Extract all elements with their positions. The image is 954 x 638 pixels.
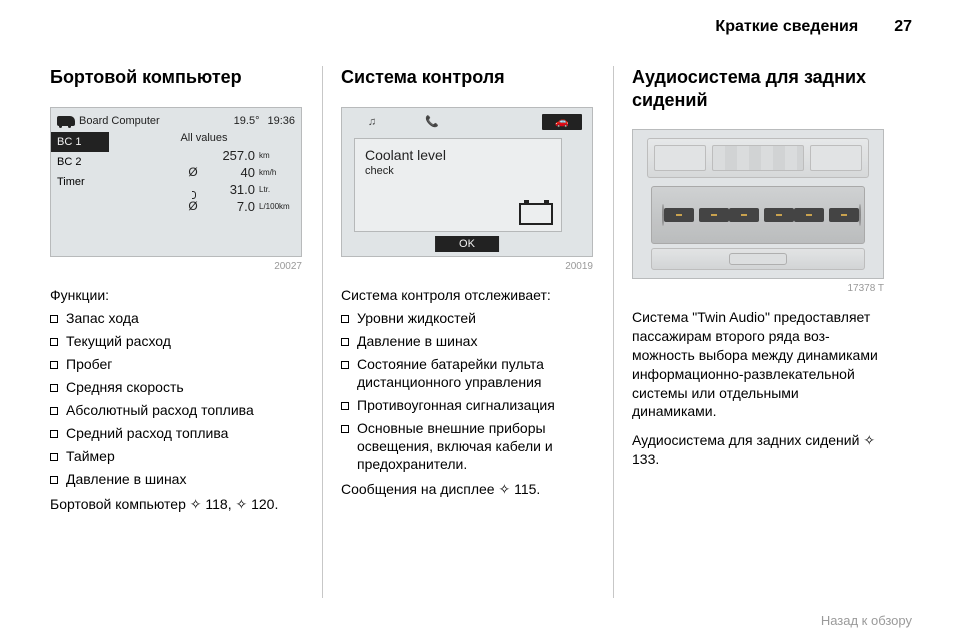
ill1-number: 20027 [50, 261, 302, 272]
ref-arrow-icon: ✧ [498, 481, 510, 497]
list-item: Запас хода [50, 310, 304, 328]
cc-ok-button: OK [435, 236, 499, 252]
bc-menu-bc2: BC 2 [51, 152, 109, 172]
cd-button-icon [764, 208, 794, 222]
col1-intro: Функции: [50, 286, 304, 305]
plus-button-icon [699, 208, 729, 222]
bc-side-menu: BC 1 BC 2 Timer [51, 132, 109, 192]
list-item: Средняя скорость [50, 379, 304, 397]
bc-r1-v: 257.0 [207, 148, 255, 163]
list-item: Текущий расход [50, 333, 304, 351]
back-to-overview-link[interactable]: Назад к обзору [821, 613, 912, 628]
list-item: Пробег [50, 356, 304, 374]
ref-arrow-icon: ✧ [235, 496, 247, 512]
header-title: Краткие сведения [715, 18, 858, 36]
col1-list: Запас хода Текущий расход Пробег Средняя… [50, 310, 304, 488]
col3-heading: Аудиосистема для задних сидений [632, 66, 886, 111]
list-item: Давление в шинах [50, 471, 304, 489]
ill3-number: 17378 T [632, 283, 884, 294]
col1-heading: Бортовой компьютер [50, 66, 304, 89]
audio-vent-row [647, 138, 869, 178]
bc-r2-u: km/h [255, 168, 295, 177]
phone-icon: 📞 [412, 114, 452, 130]
bc-r4-v: 7.0 [207, 199, 255, 214]
ref-arrow-icon: ✧ [190, 496, 202, 512]
ref-arrow-icon: ✧ [863, 432, 875, 448]
list-item: Давление в шинах [341, 333, 595, 351]
cc-title: Coolant level [365, 147, 551, 163]
list-item: Состояние батарейки пульта дистанционног… [341, 356, 595, 392]
volume-knob-icon [859, 204, 861, 226]
col2-list: Уровни жидкостей Давление в шинах Состоя… [341, 310, 595, 473]
illustration-rear-audio [632, 129, 884, 279]
bc-r2-sym: Ø [179, 165, 207, 179]
tuner-button-icon [729, 208, 759, 222]
bc-menu-timer: Timer [51, 172, 109, 192]
illustration-board-computer: Board Computer 19.5° 19:36 BC 1 BC 2 Tim… [50, 107, 302, 257]
ill2-number: 20019 [341, 261, 593, 272]
cc-message-box: Coolant level check [354, 138, 562, 232]
cc-sub: check [365, 165, 551, 177]
audio-control-panel [651, 186, 865, 244]
car-icon [57, 116, 75, 126]
bc-title: Board Computer [79, 115, 160, 127]
car-tab-icon: 🚗 [542, 114, 582, 130]
col2-after: Сообщения на дисплее ✧ 115. [341, 480, 595, 499]
col2-intro: Система контроля отслеживает: [341, 286, 595, 305]
list-item: Основные внешние приборы освещения, вклю… [341, 420, 595, 474]
column-rear-audio: Аудиосистема для задних сидений [613, 66, 904, 598]
list-item: Таймер [50, 448, 304, 466]
battery-icon [519, 203, 553, 225]
bc-r3-u: Ltr. [255, 185, 295, 194]
illustration-check-control: ♫ 📞 🚗 Coolant level check OK [341, 107, 593, 257]
bc-values: All values 257.0 km Ø 40 km/h 31.0 Ltr. [113, 132, 295, 216]
col2-heading: Система контроля [341, 66, 595, 89]
bc-r4-sym: Ø [179, 199, 207, 213]
list-item: Средний расход топлива [50, 425, 304, 443]
bc-r3-v: 31.0 [207, 182, 255, 197]
col3-after: Аудиосистема для задних сидений ✧ 133. [632, 431, 886, 469]
minus-button-icon [664, 208, 694, 222]
bc-time: 19:36 [267, 115, 295, 127]
bc-temp: 19.5° [234, 115, 260, 127]
list-item: Уровни жидкостей [341, 310, 595, 328]
bc-menu-bc1: BC 1 [51, 132, 109, 152]
music-note-icon: ♫ [352, 114, 392, 130]
next-button-icon [829, 208, 859, 222]
bc-r1-u: km [255, 151, 295, 160]
bc-r2-v: 40 [207, 165, 255, 180]
column-check-control: Система контроля ♫ 📞 🚗 Coolant level che… [322, 66, 613, 598]
column-board-computer: Бортовой компьютер Board Computer 19.5° … [50, 66, 322, 598]
col3-para1: Система "Twin Audio" предостав­ляет пасс… [632, 308, 886, 421]
audio-jack-row [651, 248, 865, 270]
bc-header-row: Board Computer 19.5° 19:36 [57, 112, 295, 130]
content-columns: Бортовой компьютер Board Computer 19.5° … [50, 66, 904, 598]
cc-tabs: ♫ 📞 🚗 [352, 114, 582, 132]
header-page-number: 27 [894, 18, 912, 36]
prev-button-icon [794, 208, 824, 222]
bc-all-values: All values [113, 132, 295, 144]
list-item: Абсолютный расход топлива [50, 402, 304, 420]
bc-r4-u: L/100km [255, 202, 295, 211]
col1-after: Бортовой компьютер ✧ 118, ✧ 120. [50, 495, 304, 514]
list-item: Противоугонная сигнализация [341, 397, 595, 415]
page-header: Краткие сведения 27 [715, 18, 912, 36]
